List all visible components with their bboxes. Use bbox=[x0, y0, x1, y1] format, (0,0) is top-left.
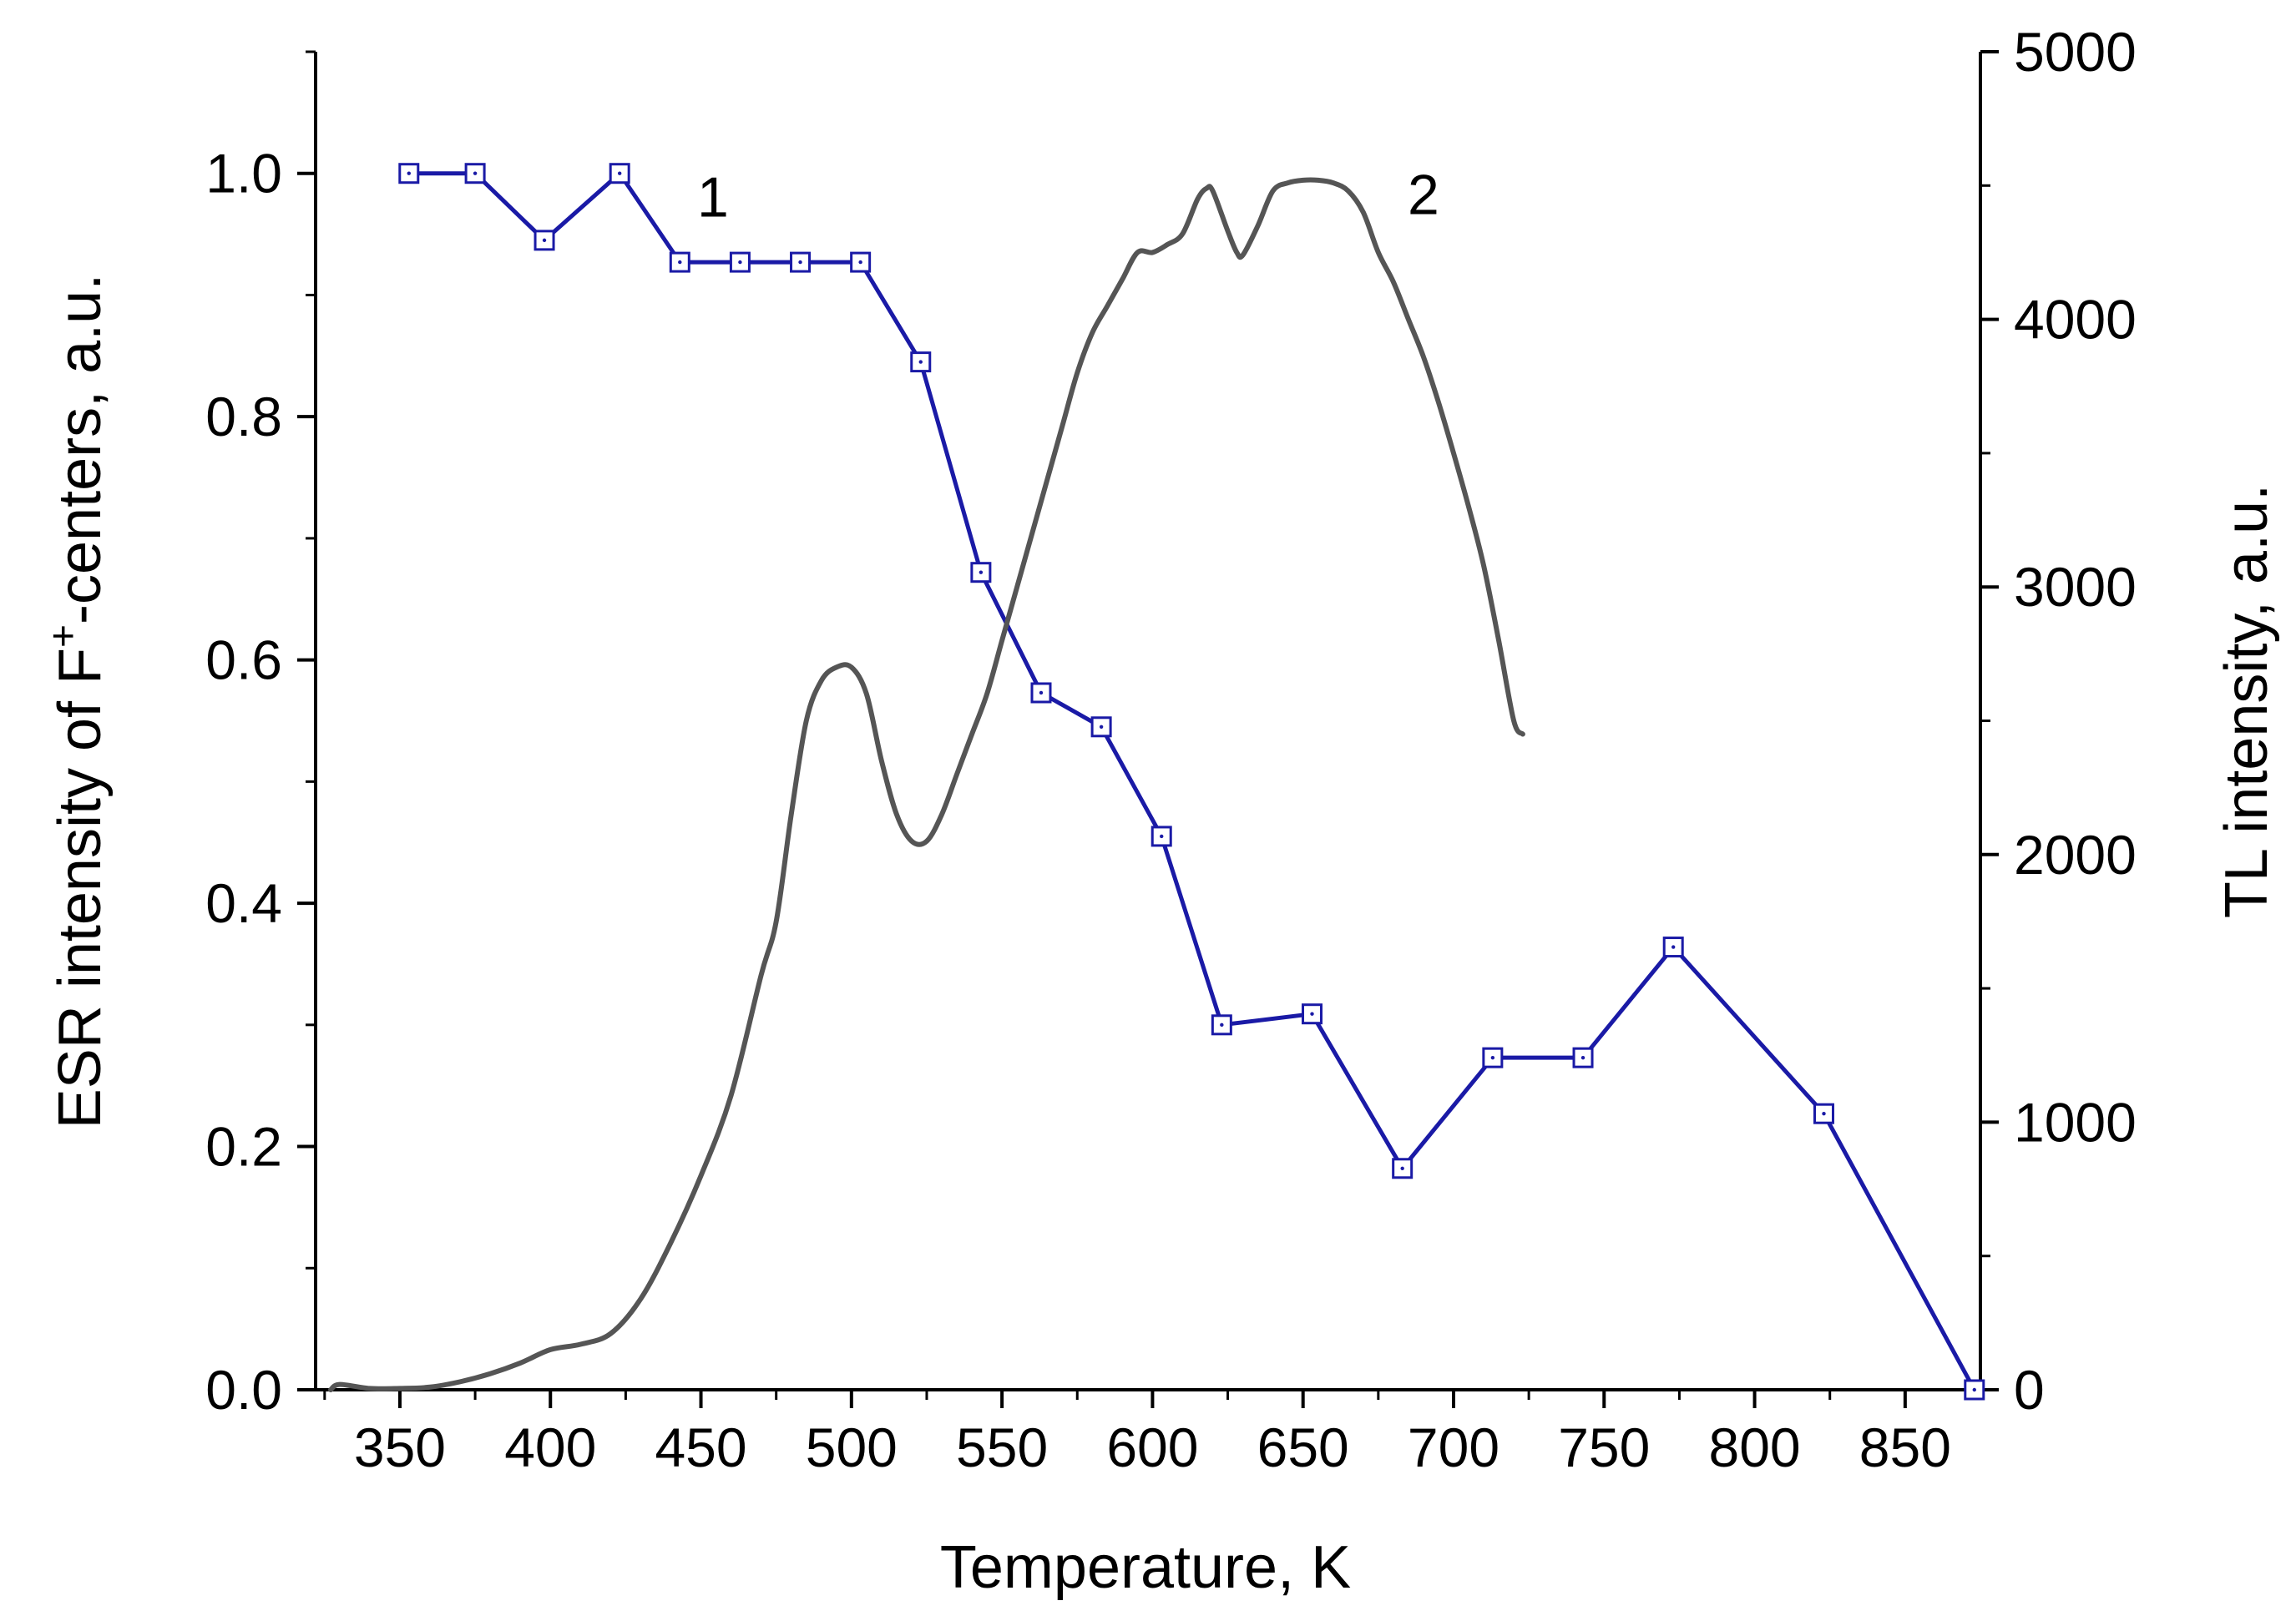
series-1-marker-dot bbox=[858, 260, 862, 265]
x-tick-label: 650 bbox=[1257, 1416, 1349, 1478]
y-right-tick-label: 0 bbox=[2014, 1359, 2045, 1421]
series-1-marker-dot bbox=[1310, 1012, 1314, 1016]
x-tick-label: 600 bbox=[1106, 1416, 1198, 1478]
ticks: 350 400 450 500 550 600 650 700 750 800 850 0.0 0.2 0… bbox=[205, 21, 2137, 1478]
series-1-line bbox=[407, 171, 1977, 1392]
series-1-marker-dot bbox=[1400, 1166, 1404, 1170]
series-1-marker-dot bbox=[1972, 1387, 1976, 1392]
series-1-marker-dot bbox=[1671, 945, 1676, 949]
x-axis-title: Temperature, K bbox=[940, 1534, 1351, 1601]
y-right-tick-label: 4000 bbox=[2014, 289, 2137, 351]
x-tick-label: 550 bbox=[956, 1416, 1048, 1478]
y-left-tick-label: 0.0 bbox=[205, 1359, 282, 1421]
y-left-tick-label: 0.2 bbox=[205, 1116, 282, 1178]
series-1-marker-dot bbox=[1220, 1023, 1224, 1028]
x-tick-label: 400 bbox=[504, 1416, 596, 1478]
series-1-marker-dot bbox=[738, 260, 742, 265]
series-1-marker-dot bbox=[542, 238, 547, 243]
series-1-annotation: 1 bbox=[697, 166, 729, 230]
x-tick-label: 350 bbox=[354, 1416, 446, 1478]
labels: Temperature, K ESR intensity of F+-cente… bbox=[42, 164, 2280, 1601]
series-1-marker-dot bbox=[1160, 834, 1164, 839]
y-left-tick-label: 0.4 bbox=[205, 872, 282, 934]
series-1-marker-dot bbox=[1822, 1111, 1826, 1116]
series-1-marker-dot bbox=[918, 360, 923, 364]
x-tick-label: 750 bbox=[1558, 1416, 1650, 1478]
y-left-axis-title-suffix: -centers, a.u. bbox=[47, 274, 114, 624]
series-1-marker-dot bbox=[617, 171, 622, 175]
y-left-axis-title: ESR intensity of F+-centers, a.u. bbox=[42, 274, 114, 1129]
y-left-tick-label: 0.6 bbox=[205, 629, 282, 691]
y-left-tick-label: 1.0 bbox=[205, 143, 282, 205]
series-2-line bbox=[328, 177, 1525, 1392]
y-right-tick-label: 2000 bbox=[2014, 824, 2137, 886]
y-right-tick-label: 1000 bbox=[2014, 1091, 2137, 1153]
y-left-axis-title-superscript: + bbox=[42, 624, 86, 648]
y-left-tick-label: 0.8 bbox=[205, 386, 282, 447]
y-right-axis-title: TL intensity, a.u. bbox=[2213, 484, 2280, 918]
series-1-marker-dot bbox=[473, 171, 478, 175]
series-1-marker-dot bbox=[1039, 690, 1044, 695]
series-1-marker-dot bbox=[1490, 1055, 1495, 1060]
y-right-tick-label: 3000 bbox=[2014, 556, 2137, 618]
series-1-marker-dot bbox=[407, 171, 411, 175]
series-1-marker-dot bbox=[979, 570, 984, 574]
x-tick-label: 500 bbox=[806, 1416, 898, 1478]
y-right-tick-label: 5000 bbox=[2014, 21, 2137, 83]
y-left-axis-title-main: ESR intensity of F bbox=[47, 648, 114, 1129]
x-tick-label: 800 bbox=[1709, 1416, 1801, 1478]
x-tick-label: 700 bbox=[1408, 1416, 1499, 1478]
series-1-marker-dot bbox=[678, 260, 682, 265]
series-1-marker-dot bbox=[1580, 1055, 1585, 1060]
x-tick-label: 450 bbox=[655, 1416, 746, 1478]
series-1-marker-dot bbox=[798, 260, 802, 265]
series-1-marker-dot bbox=[1099, 725, 1104, 729]
series bbox=[328, 163, 1985, 1401]
x-tick-label: 850 bbox=[1859, 1416, 1951, 1478]
series-2-annotation: 2 bbox=[1408, 164, 1439, 227]
